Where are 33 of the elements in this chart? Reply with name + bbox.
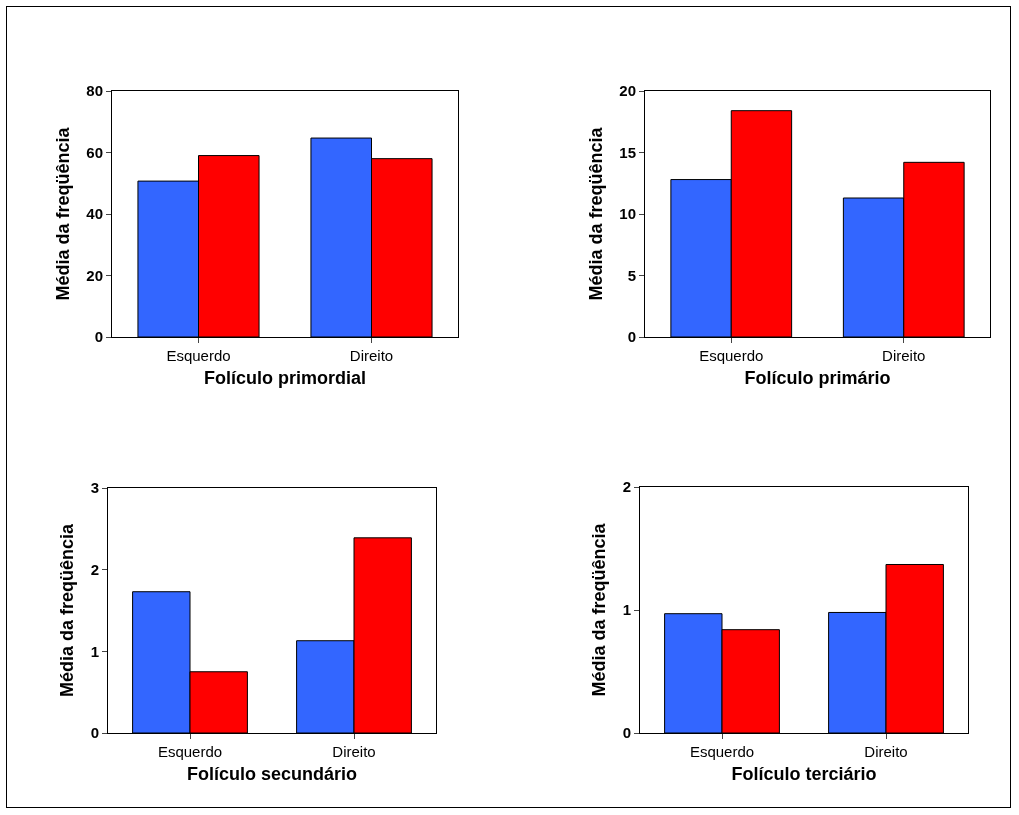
y-tick-label: 80 xyxy=(86,82,103,100)
x-axis-title: Folículo primário xyxy=(744,368,891,389)
y-tick-label: 1 xyxy=(90,642,99,660)
y-tick-label: 2 xyxy=(90,560,99,578)
y-tick-label: 20 xyxy=(619,82,636,100)
x-axis-title: Folículo primordial xyxy=(203,368,367,389)
y-tick-label: 3 xyxy=(90,479,99,497)
x-tick-label: Esquerdo xyxy=(166,347,231,364)
y-tick-label: 0 xyxy=(627,328,636,346)
x-tick-label: Esquerdo xyxy=(689,743,755,760)
y-axis-title: Média da freqüência xyxy=(52,126,73,301)
y-tick-label: 0 xyxy=(90,724,99,742)
y-tick-label: 5 xyxy=(627,266,636,284)
y-tick-label: 15 xyxy=(619,143,636,161)
y-tick-label: 60 xyxy=(86,143,103,161)
y-tick-label: 1 xyxy=(622,601,631,619)
y-axis-title: Média da freqüência xyxy=(585,126,606,301)
y-tick-label: 20 xyxy=(86,266,103,284)
x-tick-label: Direito xyxy=(882,347,926,364)
x-tick-label: Esquerdo xyxy=(157,743,223,760)
x-axis-title: Folículo terciário xyxy=(731,764,877,785)
y-tick-label: 10 xyxy=(619,205,636,223)
x-axis-title: Folículo secundário xyxy=(186,764,358,785)
y-tick-label: 0 xyxy=(622,724,631,742)
x-tick-label: Direito xyxy=(349,347,394,364)
x-tick-label: Esquerdo xyxy=(699,347,764,364)
y-tick-label: 0 xyxy=(94,328,103,346)
y-tick-label: 40 xyxy=(86,205,103,223)
x-tick-label: Direito xyxy=(332,743,376,760)
y-axis-title: Média da freqüência xyxy=(56,522,77,698)
y-axis-title: Média da freqüência xyxy=(588,522,609,697)
y-tick-label: 2 xyxy=(622,478,631,496)
x-tick-label: Direito xyxy=(864,743,908,760)
